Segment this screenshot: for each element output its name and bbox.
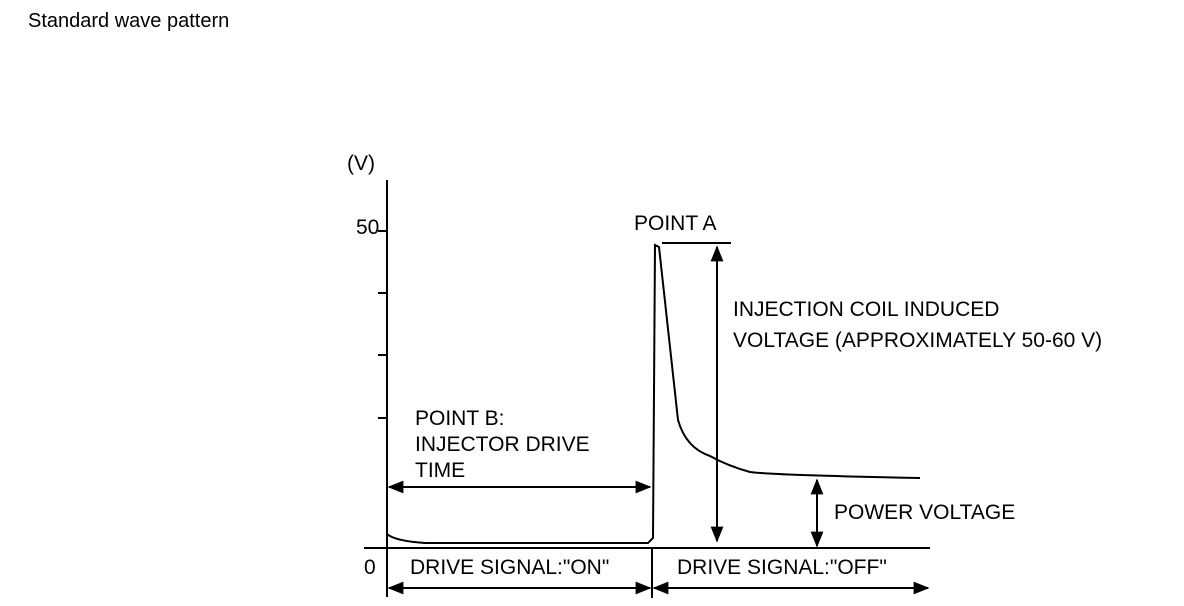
- signal-off-label: DRIVE SIGNAL:"OFF": [677, 556, 887, 579]
- waveform-diagram: (V) 50 0 POINT A INJECTION COIL INDUCED …: [347, 152, 1102, 598]
- page-title: Standard wave pattern: [28, 10, 229, 32]
- point-b-label: TIME: [415, 459, 465, 482]
- signal-on-label: DRIVE SIGNAL:"ON": [410, 556, 609, 579]
- tick-label: 0: [364, 556, 376, 579]
- point-a-label: POINT A: [634, 212, 716, 235]
- induced-voltage-label: VOLTAGE (APPROXIMATELY 50-60 V): [733, 329, 1102, 352]
- power-voltage-label: POWER VOLTAGE: [834, 501, 1015, 524]
- axis-unit: (V): [347, 152, 375, 175]
- point-b-label: POINT B:: [415, 407, 504, 430]
- induced-voltage-label: INJECTION COIL INDUCED: [733, 298, 999, 321]
- tick-label: 50: [356, 216, 379, 239]
- point-b-label: INJECTOR DRIVE: [415, 433, 590, 456]
- waveform: [386, 243, 921, 544]
